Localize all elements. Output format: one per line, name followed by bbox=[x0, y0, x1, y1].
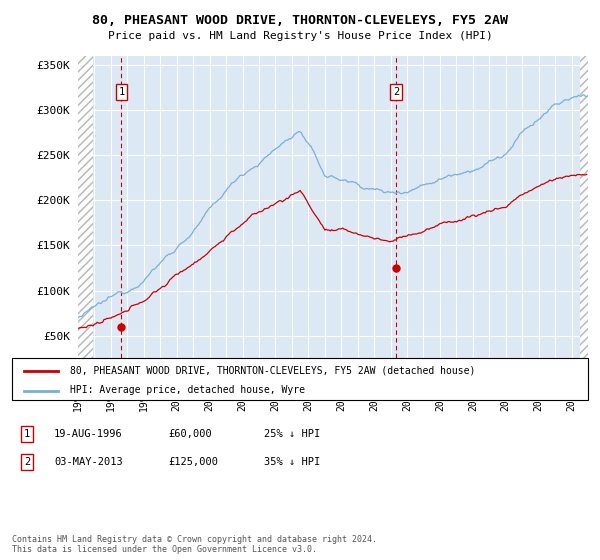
Text: 2: 2 bbox=[393, 87, 399, 97]
Text: £60,000: £60,000 bbox=[168, 429, 212, 439]
Text: 1: 1 bbox=[118, 87, 125, 97]
Bar bbox=[580, 56, 596, 381]
Text: 80, PHEASANT WOOD DRIVE, THORNTON-CLEVELEYS, FY5 2AW: 80, PHEASANT WOOD DRIVE, THORNTON-CLEVEL… bbox=[92, 14, 508, 27]
FancyBboxPatch shape bbox=[12, 358, 588, 400]
Text: 19-AUG-1996: 19-AUG-1996 bbox=[54, 429, 123, 439]
Bar bbox=[78, 56, 93, 381]
Text: 80, PHEASANT WOOD DRIVE, THORNTON-CLEVELEYS, FY5 2AW (detached house): 80, PHEASANT WOOD DRIVE, THORNTON-CLEVEL… bbox=[70, 365, 475, 375]
Text: 03-MAY-2013: 03-MAY-2013 bbox=[54, 457, 123, 467]
Text: 1: 1 bbox=[24, 429, 30, 439]
Text: £125,000: £125,000 bbox=[168, 457, 218, 467]
Text: 2: 2 bbox=[24, 457, 30, 467]
Text: HPI: Average price, detached house, Wyre: HPI: Average price, detached house, Wyre bbox=[70, 385, 305, 395]
Text: Price paid vs. HM Land Registry's House Price Index (HPI): Price paid vs. HM Land Registry's House … bbox=[107, 31, 493, 41]
Text: 35% ↓ HPI: 35% ↓ HPI bbox=[264, 457, 320, 467]
Text: 25% ↓ HPI: 25% ↓ HPI bbox=[264, 429, 320, 439]
Text: Contains HM Land Registry data © Crown copyright and database right 2024.
This d: Contains HM Land Registry data © Crown c… bbox=[12, 535, 377, 554]
